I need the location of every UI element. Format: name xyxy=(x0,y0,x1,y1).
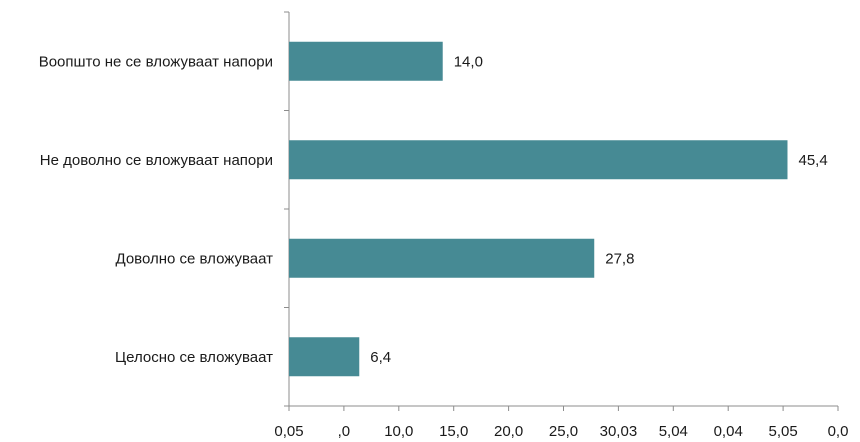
bar xyxy=(289,238,595,278)
category-label: Целосно се вложуваат xyxy=(115,349,273,366)
value-label: 6,4 xyxy=(370,349,391,366)
x-tick-label: 10,0 xyxy=(384,423,413,440)
value-label: 45,4 xyxy=(798,152,827,169)
x-tick-label: 0,0 xyxy=(828,423,849,440)
category-label: Воопшто не се вложуваат напори xyxy=(39,53,273,70)
value-label: 27,8 xyxy=(605,250,634,267)
x-tick-label: ,0 xyxy=(338,423,351,440)
x-tick-label: 5,04 xyxy=(659,423,688,440)
x-tick-label: 5,05 xyxy=(768,423,797,440)
x-tick-label: 0,05 xyxy=(274,423,303,440)
x-tick-label: 15,0 xyxy=(439,423,468,440)
bar xyxy=(289,140,788,180)
x-tick-label: 0,04 xyxy=(714,423,743,440)
chart-bars xyxy=(289,41,788,377)
chart-labels: 0,05 ,0 10,0 15,0 20,0 25,0 30,03 5,04 0,04 5,05 0… xyxy=(39,53,849,440)
x-tick-label: 20,0 xyxy=(494,423,523,440)
x-tick-label: 30,03 xyxy=(600,423,638,440)
bar xyxy=(289,41,443,81)
category-label: Доволно се вложуваат xyxy=(116,250,274,267)
bar xyxy=(289,337,360,377)
value-label: 14,0 xyxy=(454,53,483,70)
x-tick-label: 25,0 xyxy=(549,423,578,440)
category-label: Не доволно се вложуваат напори xyxy=(40,152,273,169)
